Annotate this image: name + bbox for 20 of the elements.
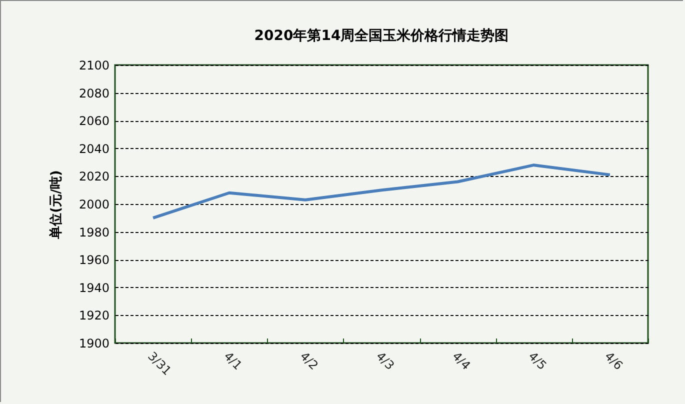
- y-tick-label: 2040: [78, 142, 110, 156]
- chart-title: 2020年第14周全国玉米价格行情走势图: [254, 28, 509, 44]
- y-tick-label: 1920: [78, 308, 110, 323]
- y-tick-label: 1980: [78, 225, 110, 240]
- x-tick-label: 4/3: [374, 349, 398, 373]
- x-tick-label: 4/6: [602, 349, 626, 373]
- x-tick-label: 4/2: [297, 349, 321, 373]
- y-axis-title: 单位(元/吨): [48, 170, 64, 240]
- y-tick-label: 1940: [78, 280, 110, 295]
- y-tick-label: 2060: [78, 114, 110, 128]
- y-tick-label: 2080: [78, 86, 110, 100]
- y-tick-label: 1960: [78, 253, 110, 268]
- y-tick-label: 1900: [78, 336, 110, 350]
- x-tick-label: 4/5: [526, 349, 550, 373]
- x-tick-label: 4/4: [450, 349, 474, 373]
- line-series: [152, 164, 612, 220]
- y-tick-label: 2020: [78, 170, 110, 184]
- y-tick-label: 2000: [78, 198, 110, 212]
- x-tick-label: 4/1: [221, 349, 245, 373]
- y-tick-label: 2100: [78, 58, 110, 72]
